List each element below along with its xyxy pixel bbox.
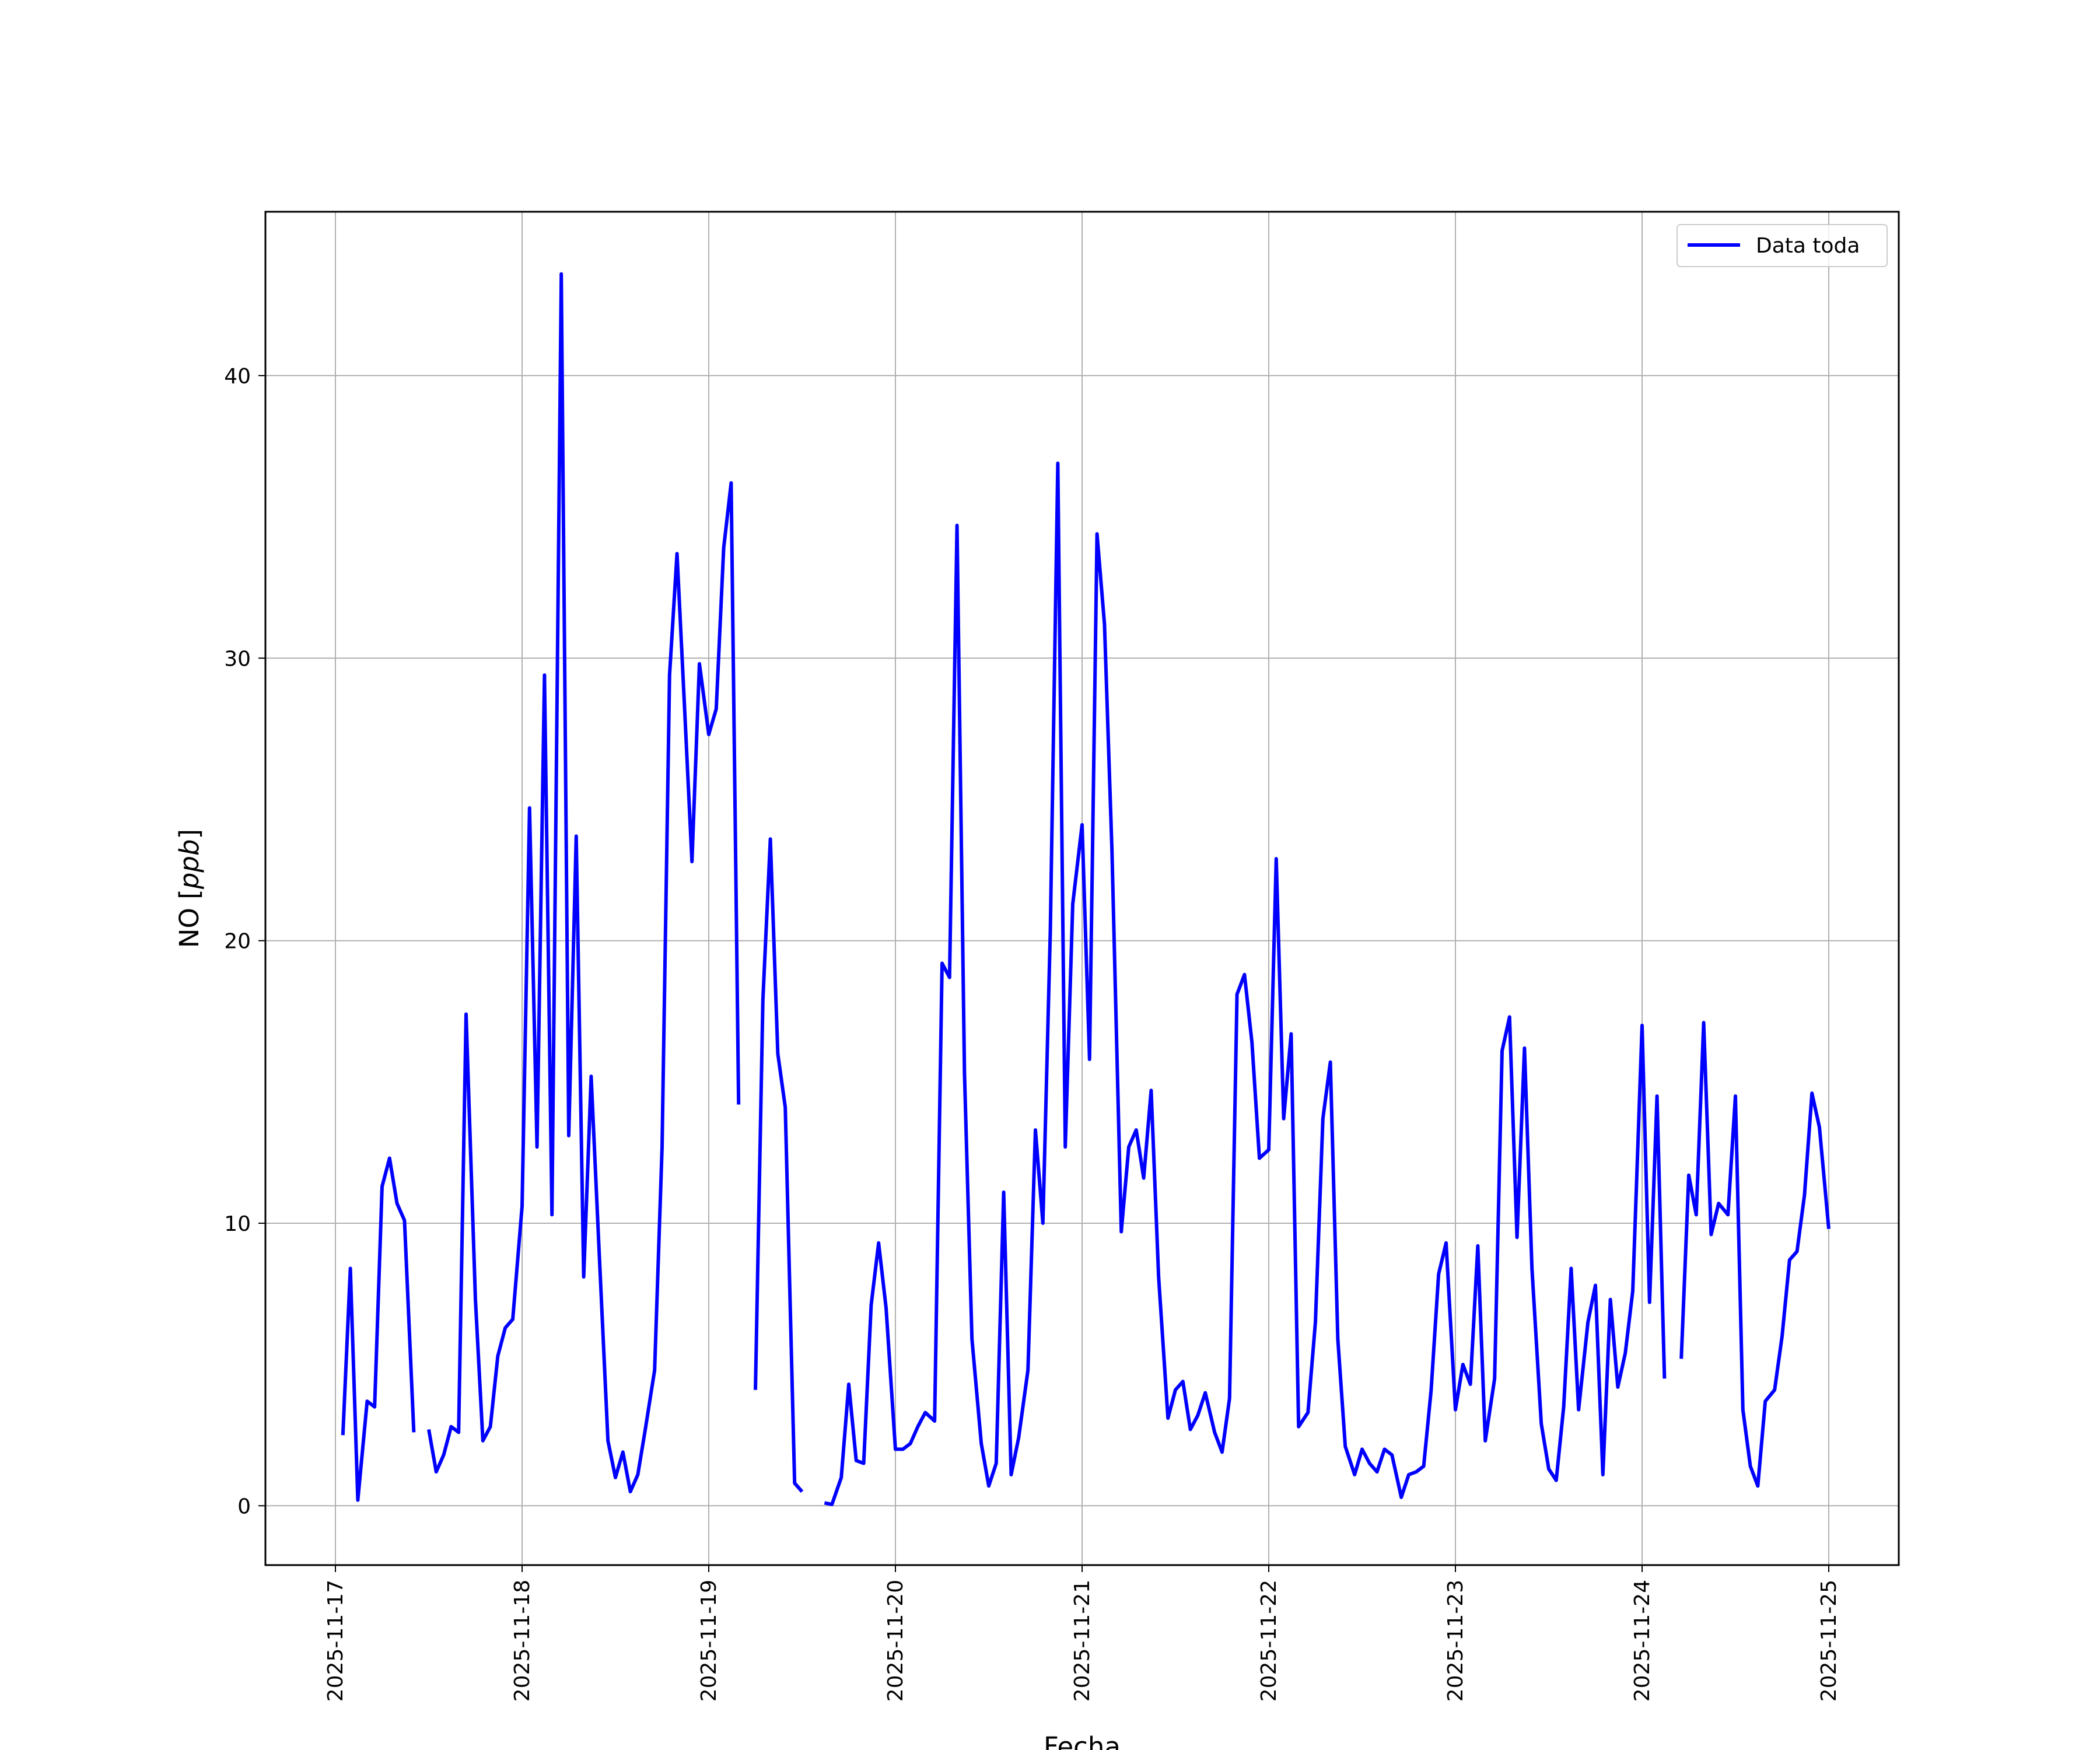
x-axis-label: Fecha — [1044, 1731, 1121, 1750]
y-axis-label-main: NO [ — [174, 889, 205, 948]
y-axis-label-close: ] — [174, 829, 205, 839]
y-tick-label: 40 — [224, 365, 251, 388]
y-axis-label: NO [ppb] — [174, 829, 205, 948]
y-tick-label: 20 — [224, 930, 251, 954]
x-tick-label: 2025-11-22 — [1257, 1580, 1281, 1702]
x-tick-label: 2025-11-25 — [1817, 1580, 1841, 1702]
x-tick-label: 2025-11-24 — [1630, 1580, 1654, 1702]
x-tick-label: 2025-11-20 — [884, 1580, 908, 1702]
y-axis-ticks: 0 10 20 30 40 — [224, 365, 265, 1518]
series-line-segment — [427, 272, 741, 1494]
series-line-segment — [824, 461, 1667, 1506]
x-tick-label: 2025-11-21 — [1070, 1580, 1094, 1702]
y-tick-label: 10 — [224, 1212, 251, 1236]
x-tick-label: 2025-11-17 — [324, 1580, 348, 1702]
series-lines — [341, 272, 1831, 1506]
x-tick-label: 2025-11-23 — [1444, 1580, 1468, 1702]
x-axis-ticks: 2025-11-17 2025-11-18 2025-11-19 2025-11-20… — [324, 1565, 1841, 1702]
series-line-segment — [1679, 1021, 1831, 1488]
x-tick-label: 2025-11-18 — [510, 1580, 534, 1702]
y-axis-label-unit: ppb — [174, 839, 205, 890]
legend-label: Data toda — [1756, 234, 1860, 258]
legend: Data toda — [1676, 224, 1888, 267]
grid — [265, 212, 1899, 1565]
x-tick-label: 2025-11-19 — [697, 1580, 721, 1702]
y-tick-label: 30 — [224, 647, 251, 671]
legend-box — [1676, 224, 1888, 267]
series-line-segment — [341, 1156, 416, 1502]
y-tick-label: 0 — [237, 1494, 251, 1518]
series-line-segment — [754, 837, 804, 1493]
